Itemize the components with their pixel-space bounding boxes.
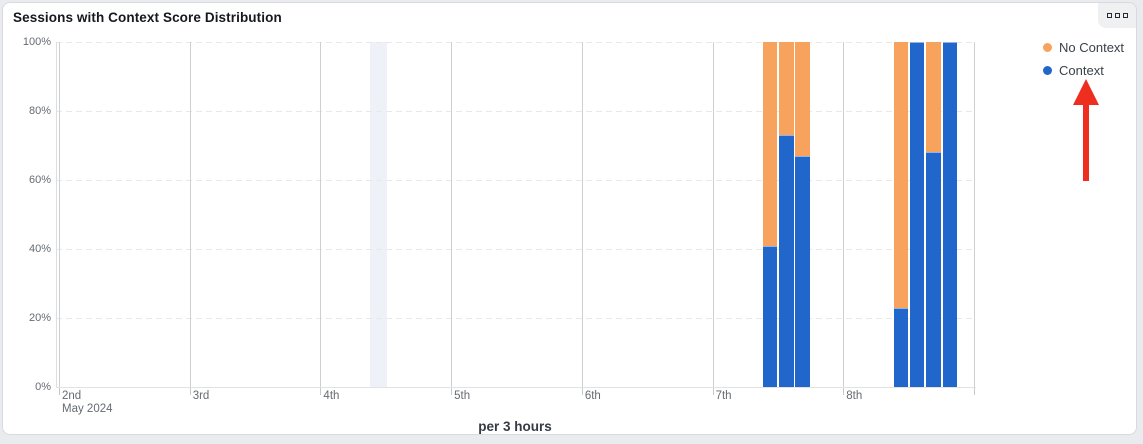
day-gridline [320,42,322,387]
x-axis-tick [189,387,191,395]
x-axis-tick [59,387,60,395]
bar-segment-no-context[interactable] [779,42,794,136]
y-axis-tick-label: 100% [22,36,51,48]
x-axis-tick-label: 3rd [192,390,210,402]
x-axis-tick [843,387,845,395]
chart-plot-area: 100% 80% 60% 40% 20% 0% 2nd May 2024 3rd 4th 5th 6t… [3,3,1136,434]
x-axis-tick-label: 5th [454,390,471,402]
legend-item-no-context[interactable]: No Context [1043,40,1124,55]
grip-square-icon [1106,13,1112,18]
bar-column[interactable] [795,42,810,387]
x-axis-tick [974,387,975,395]
day-gridline [974,42,975,387]
card-grip-button[interactable] [1098,3,1136,28]
legend-label: Context [1059,63,1104,78]
arrow-head-icon [1073,79,1099,105]
grip-square-icon [1114,13,1120,18]
x-axis-tick-label: 8th [846,390,863,402]
y-axis-tick-label: 0% [35,381,51,393]
y-gridline [56,318,974,319]
x-axis-title: per 3 hours [478,419,552,434]
y-axis-tick-label: 60% [28,174,51,186]
bar-segment-context[interactable] [926,152,941,387]
x-axis-tick-label: 7th [715,390,732,402]
legend-dot-icon [1043,43,1052,52]
grip-square-icon [1122,13,1128,18]
y-gridline [56,180,974,181]
chart-card: Sessions with Context Score Distribution… [2,2,1137,435]
x-axis-tick-label: 4th [323,390,340,402]
day-gridline [59,42,60,387]
bar-segment-context[interactable] [942,42,958,387]
x-axis-tick [451,387,453,395]
bar-column[interactable] [942,42,958,387]
x-axis-sublabel: May 2024 [62,403,113,415]
y-axis-tick-label: 40% [28,243,51,255]
y-axis-tick-label: 20% [28,312,51,324]
x-axis-tick [581,387,583,395]
y-gridline [56,249,974,250]
bar-column[interactable] [893,42,909,387]
bar-segment-no-context[interactable] [762,42,778,246]
day-gridline [189,42,191,387]
bar-segment-context[interactable] [909,42,925,387]
x-axis-tick-label: 6th [584,390,601,402]
bar-segment-context[interactable] [795,155,810,387]
bar-segment-context[interactable] [762,245,778,387]
highlight-band [370,42,387,387]
bar-column[interactable] [909,42,925,387]
day-gridline [581,42,583,387]
y-axis-tick-label: 80% [28,105,51,117]
bar-segment-context[interactable] [893,307,909,387]
day-gridline [451,42,453,387]
day-gridline [712,42,714,387]
y-gridline [56,111,974,112]
bar-column[interactable] [779,42,794,387]
bar-column[interactable] [926,42,941,387]
bar-column[interactable] [762,42,778,387]
bar-segment-no-context[interactable] [926,42,941,153]
legend-label: No Context [1059,40,1125,55]
y-gridline [56,42,974,43]
x-axis-tick [320,387,322,395]
arrow-shaft [1083,103,1089,181]
chart-title: Sessions with Context Score Distribution [13,10,282,25]
y-axis-line [56,42,57,387]
bar-segment-no-context[interactable] [893,42,909,308]
x-axis-line [56,387,976,388]
x-axis-tick [712,387,714,395]
legend-dot-icon [1043,66,1052,75]
bar-segment-no-context[interactable] [795,42,810,156]
day-gridline [843,42,845,387]
legend-item-context[interactable]: Context [1043,63,1104,78]
x-axis-tick-label: 2nd [62,390,82,402]
bar-segment-context[interactable] [779,135,794,387]
